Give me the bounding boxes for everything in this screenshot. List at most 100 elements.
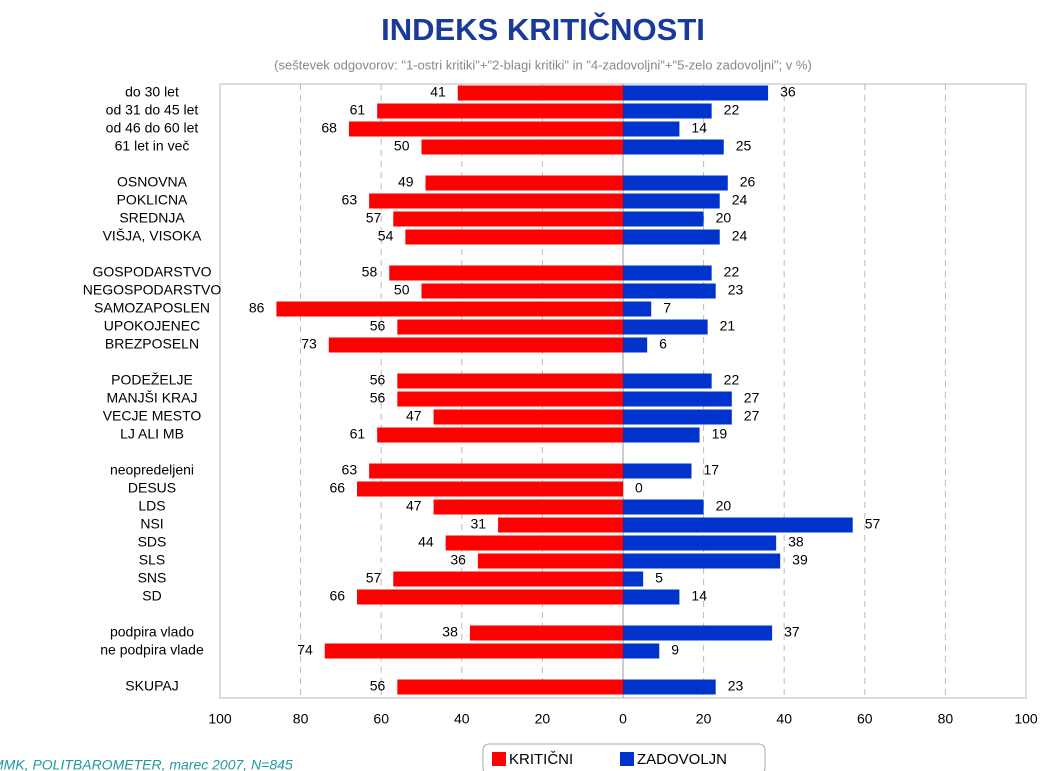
value-label: 54 <box>378 228 394 244</box>
value-label: 38 <box>442 624 458 640</box>
bar <box>397 373 623 389</box>
bar <box>623 319 708 335</box>
bar <box>623 373 712 389</box>
value-label: 36 <box>450 552 466 568</box>
bar <box>623 643 660 659</box>
value-label: 56 <box>370 372 386 388</box>
value-label: 68 <box>321 120 337 136</box>
category-label: ne podpira vlade <box>100 642 204 658</box>
category-label: LDS <box>138 498 165 514</box>
bar <box>324 643 623 659</box>
category-label: UPOKOJENEC <box>104 318 200 334</box>
value-label: 57 <box>865 516 881 532</box>
bar <box>623 391 732 407</box>
value-label: 20 <box>716 210 732 226</box>
value-label: 63 <box>342 462 358 478</box>
value-label: 27 <box>744 408 760 424</box>
x-tick-label: 60 <box>857 711 873 727</box>
value-label: 25 <box>736 138 752 154</box>
bar <box>623 175 728 191</box>
category-label: LJ ALI MB <box>120 426 184 442</box>
bar <box>623 337 648 353</box>
bar <box>623 517 853 533</box>
bar <box>357 589 623 605</box>
value-label: 6 <box>659 336 667 352</box>
value-label: 49 <box>398 174 414 190</box>
bar <box>445 535 623 551</box>
bar <box>377 103 623 119</box>
x-tick-label: 20 <box>535 711 551 727</box>
bar <box>477 553 623 569</box>
value-label: 56 <box>370 318 386 334</box>
category-label: od 31 do 45 let <box>106 102 199 118</box>
category-label: DESUS <box>128 480 176 496</box>
value-label: 37 <box>784 624 800 640</box>
value-label: 61 <box>350 426 366 442</box>
bar <box>623 265 712 281</box>
bar <box>369 463 623 479</box>
x-tick-label: 100 <box>208 711 232 727</box>
value-label: 22 <box>724 372 740 388</box>
bar <box>623 679 716 695</box>
source-note: MMK, POLITBAROMETER, marec 2007, N=845 <box>0 757 293 771</box>
category-label: VIŠJA, VISOKA <box>103 228 202 244</box>
category-label: OSNOVNA <box>117 174 188 190</box>
value-label: 31 <box>470 516 486 532</box>
value-label: 66 <box>329 588 345 604</box>
x-tick-label: 0 <box>619 711 627 727</box>
value-label: 22 <box>724 264 740 280</box>
bar <box>393 211 623 227</box>
value-label: 24 <box>732 192 748 208</box>
value-label: 21 <box>720 318 736 334</box>
value-label: 14 <box>691 588 707 604</box>
category-label: SREDNJA <box>119 210 185 226</box>
value-label: 56 <box>370 678 386 694</box>
x-tick-label: 20 <box>696 711 712 727</box>
category-label: SDS <box>138 534 167 550</box>
value-label: 61 <box>350 102 366 118</box>
bar <box>623 193 720 209</box>
value-label: 63 <box>342 192 358 208</box>
bar <box>328 337 623 353</box>
bar <box>433 409 623 425</box>
x-tick-label: 80 <box>938 711 954 727</box>
chart-title: INDEKS KRITIČNOSTI <box>381 11 705 47</box>
bar <box>623 535 777 551</box>
value-label: 24 <box>732 228 748 244</box>
category-label: SLS <box>139 552 165 568</box>
value-label: 0 <box>635 480 643 496</box>
bar <box>276 301 623 317</box>
category-label: SD <box>142 588 161 604</box>
value-label: 19 <box>712 426 728 442</box>
category-label: SKUPAJ <box>125 678 178 694</box>
category-label: PODEŽELJE <box>111 372 193 388</box>
value-label: 14 <box>691 120 707 136</box>
value-label: 36 <box>780 84 796 100</box>
legend-swatch <box>620 752 634 766</box>
bar <box>469 625 623 641</box>
value-label: 22 <box>724 102 740 118</box>
x-tick-label: 100 <box>1014 711 1038 727</box>
chart-subtitle: (seštevek odgovorov: "1-ostri kritiki"+"… <box>274 57 812 72</box>
category-label: MANJŠI KRAJ <box>106 390 197 406</box>
x-tick-label: 40 <box>776 711 792 727</box>
value-label: 57 <box>366 210 382 226</box>
category-label: NEGOSPODARSTVO <box>83 282 222 298</box>
category-label: POKLICNA <box>117 192 188 208</box>
value-label: 17 <box>704 462 720 478</box>
value-label: 7 <box>663 300 671 316</box>
bar <box>623 229 720 245</box>
legend-label: KRITIČNI <box>509 751 573 768</box>
value-label: 26 <box>740 174 756 190</box>
value-label: 47 <box>406 498 422 514</box>
category-label: do 30 let <box>125 84 179 100</box>
bar <box>623 85 769 101</box>
value-label: 38 <box>788 534 804 550</box>
value-label: 9 <box>671 642 679 658</box>
bar <box>397 679 623 695</box>
bar <box>623 283 716 299</box>
bar <box>623 211 704 227</box>
bar <box>377 427 623 443</box>
x-tick-label: 80 <box>293 711 309 727</box>
bar <box>348 121 623 137</box>
